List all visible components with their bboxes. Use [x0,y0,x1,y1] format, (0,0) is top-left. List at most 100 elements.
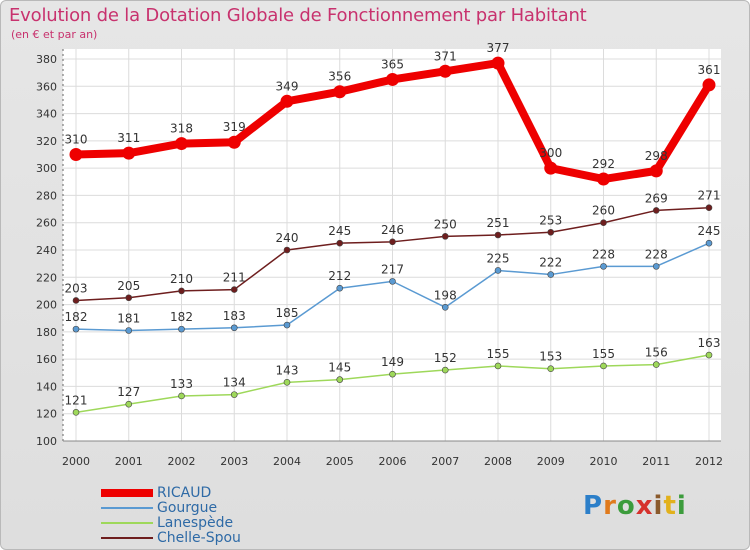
data-point [597,172,610,186]
data-point [72,325,80,333]
y-tick-label: 180 [36,326,57,339]
data-point [336,376,344,383]
data-label: 183 [223,309,246,323]
data-point [72,409,80,416]
data-point [438,64,452,78]
data-point [389,370,396,378]
data-point [652,207,660,214]
data-point [280,94,294,108]
data-label: 371 [434,49,457,63]
legend-label: Chelle-Spou [157,529,241,546]
y-tick-label: 260 [36,217,57,230]
x-tick-label: 2012 [695,455,723,468]
x-tick-label: 2004 [273,455,301,468]
legend-item-lanesp-de: Lanespède [101,515,241,531]
data-label: 205 [117,279,140,293]
y-tick-label: 360 [36,80,57,93]
data-point [386,72,399,86]
data-label: 156 [645,346,668,360]
data-label: 298 [645,149,668,163]
logo-letter: t [663,491,677,521]
data-point [494,267,502,274]
logo-letter: r [603,491,617,521]
proxiti-logo[interactable]: Proxiti [583,491,687,521]
data-point [441,366,449,374]
series-ricaud: 310 311 318 319 349 356 365 371 377 300 292 298 361 [65,41,721,186]
data-point [178,287,185,295]
data-point [702,78,716,92]
y-tick-label: 280 [36,189,57,202]
data-label: 152 [434,351,457,365]
data-label: 228 [645,247,668,261]
y-tick-label: 240 [36,244,57,257]
data-point [600,263,607,270]
data-label: 251 [487,216,510,230]
logo-letter: o [616,491,636,521]
data-label: 349 [276,79,299,93]
data-label: 356 [328,70,351,84]
data-label: 181 [117,311,140,325]
data-point [69,148,83,161]
data-label: 365 [381,57,404,71]
data-label: 269 [645,191,668,205]
legend-swatch [101,506,153,509]
data-label: 377 [487,41,510,55]
y-tick-label: 220 [36,271,57,284]
y-tick-label: 160 [36,353,57,366]
data-point [283,246,291,254]
data-label: 185 [276,306,299,320]
data-label: 271 [698,189,721,203]
data-point [122,146,136,160]
data-label: 245 [328,224,351,238]
data-point [547,365,555,372]
data-label: 318 [170,122,193,136]
x-tick-label: 2010 [590,455,618,468]
data-point [491,56,505,70]
data-point [441,233,449,240]
data-label: 133 [170,377,193,391]
data-point [72,297,80,304]
x-tick-label: 2008 [484,455,512,468]
data-point [175,137,188,151]
data-point [705,204,713,212]
data-label: 260 [592,204,615,218]
x-tick-label: 2007 [431,455,459,468]
logo-letter: i [676,491,687,521]
data-label: 225 [487,251,510,265]
x-tick-label: 2005 [326,455,354,468]
x-tick-label: 2000 [62,455,90,468]
data-label: 361 [698,63,721,77]
chart-title: Evolution de la Dotation Globale de Fonc… [9,5,587,26]
data-label: 149 [381,355,404,369]
y-tick-label: 320 [36,135,57,148]
logo-letter: x [635,491,654,521]
legend-swatch [101,536,153,539]
data-point [705,351,713,359]
data-label: 182 [170,310,193,324]
data-point [600,219,607,227]
data-label: 222 [539,256,562,270]
data-point [125,327,133,334]
data-label: 134 [223,376,246,390]
data-label: 143 [276,363,299,377]
data-label: 292 [592,157,615,171]
data-label: 121 [65,393,88,407]
data-label: 217 [381,262,404,276]
data-point [283,321,291,329]
data-point [494,362,502,370]
data-label: 198 [434,288,457,302]
data-label: 245 [698,224,721,238]
logo-letter: i [653,491,664,521]
data-point [178,392,185,400]
y-tick-label: 340 [36,108,57,121]
data-point [600,362,607,370]
data-label: 253 [539,213,562,227]
data-label: 228 [592,247,615,261]
data-point [230,286,238,293]
data-label: 212 [328,269,351,283]
series-chelle-spou: 203 205 210 211 240 245 246 250 251 253 260 269 271 [65,189,721,304]
data-point [125,400,133,408]
data-label: 300 [539,146,562,160]
legend-swatch [101,488,153,497]
data-label: 155 [487,347,510,361]
